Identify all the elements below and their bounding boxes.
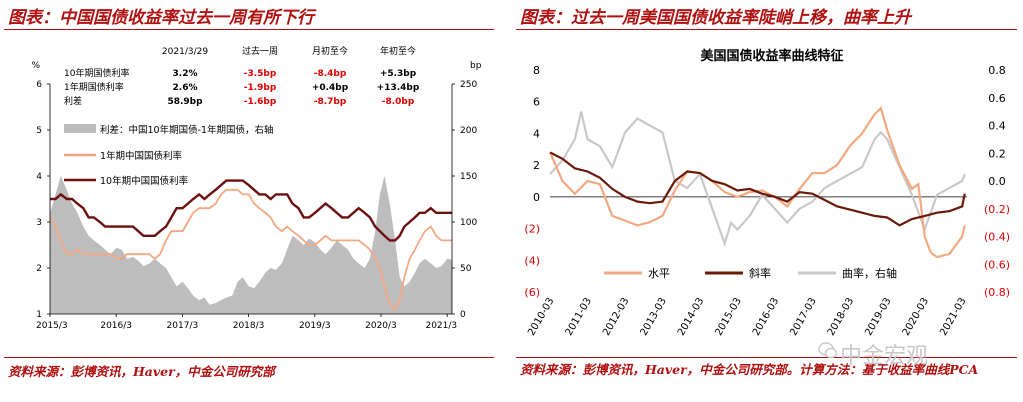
- y-tick-label: 8: [533, 64, 540, 77]
- y-tick-label: 3: [36, 218, 42, 228]
- table-header: 年初至今: [380, 45, 416, 57]
- y-tick-label: 2: [36, 264, 42, 274]
- title-rule: [516, 29, 1017, 30]
- y-tick-label: 1: [36, 310, 42, 320]
- table-header: 2021/3/29: [162, 47, 208, 57]
- table-cell: 3.2%: [173, 69, 198, 79]
- y2-tick-label: (0.2): [984, 203, 1010, 216]
- right-inner-title: 美国国债收益率曲线特征: [700, 48, 843, 64]
- y2-tick-label: 0.6: [988, 92, 1006, 105]
- y2-tick-label: 0.0: [988, 175, 1006, 188]
- left-chart: % bp 2021/3/29 过去一周 月初至今 年初至今 10年期国债利率 3.2% -3.5…: [31, 45, 482, 331]
- y2-tick-label: (0.6): [984, 258, 1010, 271]
- y2-tick-label: 100: [460, 218, 477, 228]
- legend-label: 10年期中国国债利率: [100, 175, 189, 187]
- y-tick-label: 6: [533, 96, 540, 109]
- wechat-icon: [818, 342, 838, 359]
- x-tick-label: 2020-03: [901, 296, 931, 338]
- legend-label: 利差：中国10年期国债-1年期国债，右轴: [100, 124, 274, 136]
- y2-tick-label: 200: [460, 126, 477, 136]
- right-source: 资料来源：彭博资讯，Haver，中金公司研究部。计算方法：基于收益率曲线PCA: [520, 362, 979, 377]
- x-tick-label: 2018-03: [826, 296, 856, 338]
- table-cell: +5.3bp: [380, 69, 417, 79]
- x-tick-label: 2021/3: [425, 321, 457, 331]
- right-panel: 图表：过去一周美国国债收益率陡峭上移，曲率上升 美国国债收益率曲线特征 8 6 4 2 0…: [512, 0, 1023, 402]
- x-tick-label: 2010-03: [526, 296, 556, 338]
- x-tick-label: 2021-03: [938, 296, 968, 338]
- table-cell: 2.6%: [173, 83, 198, 93]
- y-tick-label: 4: [36, 172, 42, 182]
- table-header: 过去一周: [242, 45, 278, 57]
- x-tick-label: 2015-03: [713, 296, 743, 338]
- x-tick-label: 2011-03: [564, 296, 594, 338]
- watermark: 中金宏观: [840, 344, 929, 369]
- table-cell: +13.4bp: [377, 83, 420, 93]
- y2-tick-label: 150: [460, 172, 477, 182]
- y-tick-label: 2: [533, 159, 540, 172]
- x-tick-label: 2019-03: [863, 296, 893, 338]
- table-header: 月初至今: [312, 45, 348, 57]
- right-y-unit: bp: [470, 61, 482, 71]
- y-tick-label: 0: [533, 191, 540, 204]
- legend-label: 水平: [648, 267, 670, 280]
- one-year-yield-line: [49, 188, 452, 311]
- table-cell: +0.4bp: [312, 83, 349, 93]
- table-cell: 58.9bp: [167, 97, 203, 107]
- y2-tick-label: 0.8: [988, 64, 1006, 77]
- x-tick-label: 2016/3: [100, 321, 132, 331]
- legend-label: 斜率: [749, 266, 771, 280]
- x-tick-label: 2014-03: [676, 296, 706, 338]
- left-chart-title: 图表：中国国债收益率过去一周有所下行: [8, 8, 314, 28]
- slope-line: [549, 151, 966, 227]
- y-tick-label: 6: [36, 80, 42, 90]
- table-row-label: 利差: [64, 95, 82, 107]
- table-cell: -3.5bp: [244, 69, 277, 79]
- x-tick-label: 2019/3: [299, 321, 331, 331]
- x-tick-label: 2016-03: [751, 296, 781, 338]
- y2-tick-label: (0.4): [984, 231, 1010, 244]
- y2-tick-label: (0.8): [984, 286, 1010, 299]
- table-cell: -1.6bp: [244, 97, 277, 107]
- level-line: [549, 105, 966, 259]
- source-rule: [4, 357, 494, 358]
- y2-tick-label: 0: [460, 310, 466, 320]
- legend-label: 曲率，右轴: [842, 266, 897, 280]
- source-rule: [516, 357, 1017, 358]
- table-cell: -8.7bp: [314, 97, 347, 107]
- x-tick-label: 2017-03: [788, 296, 818, 338]
- left-panel: 图表：中国国债收益率过去一周有所下行 % bp 2021/3/29 过去一周 月初至今 年…: [0, 0, 500, 402]
- x-tick-label: 2020/3: [365, 321, 397, 331]
- y2-tick-label: 0.2: [988, 147, 1006, 160]
- right-chart-title: 图表：过去一周美国国债收益率陡峭上移，曲率上升: [520, 8, 911, 28]
- y-tick-label: 4: [533, 127, 540, 140]
- legend-label: 1年期中国国债利率: [100, 150, 183, 162]
- right-chart: 美国国债收益率曲线特征 8 6 4 2 0 (2) (4) (6) 0.8 0.6 0.4 0.2 0.0…: [524, 48, 1010, 338]
- left-source: 资料来源：彭博资讯，Haver，中金公司研究部: [8, 364, 275, 379]
- ten-year-yield-line: [50, 179, 452, 242]
- y-tick-label: (4): [524, 254, 540, 267]
- spread-area: [50, 176, 453, 314]
- y-tick-label: (6): [524, 286, 540, 299]
- table-cell: -1.9bp: [244, 83, 277, 93]
- y2-tick-label: 0.4: [988, 120, 1006, 133]
- title-rule: [4, 29, 494, 30]
- legend-swatch: [64, 124, 96, 133]
- y2-tick-label: 250: [460, 80, 477, 90]
- y-tick-label: 5: [36, 126, 42, 136]
- table-cell: -8.0bp: [382, 97, 415, 107]
- x-tick-label: 2012-03: [601, 296, 631, 338]
- x-tick-label: 2018/3: [233, 321, 265, 331]
- table-row-label: 1年期国债利率: [64, 81, 124, 93]
- y2-tick-label: 50: [460, 264, 472, 274]
- y-tick-label: (2): [524, 223, 540, 236]
- x-tick-label: 2017/3: [167, 321, 199, 331]
- x-tick-label: 2015/3: [36, 321, 68, 331]
- table-row-label: 10年期国债利率: [64, 67, 129, 79]
- table-cell: -8.4bp: [314, 69, 347, 79]
- x-tick-label: 2013-03: [639, 296, 669, 338]
- left-y-unit: %: [31, 61, 40, 71]
